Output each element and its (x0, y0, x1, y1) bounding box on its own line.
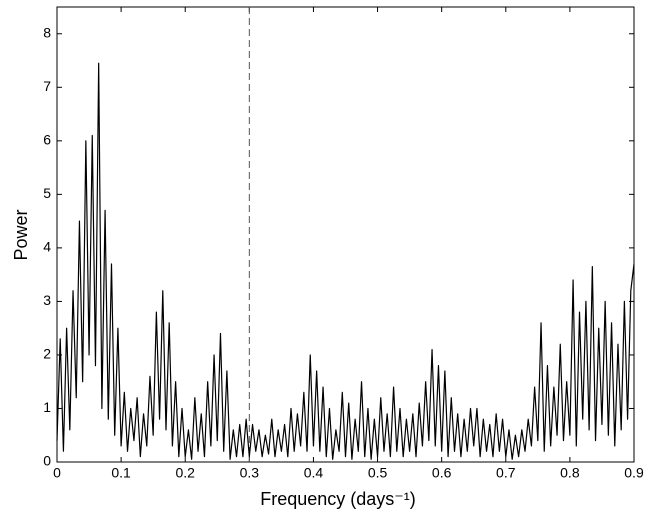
y-tick-label: 0 (43, 453, 51, 469)
x-tick-label: 0.3 (240, 465, 260, 481)
y-tick-label: 4 (43, 239, 51, 255)
y-tick-label: 1 (43, 399, 51, 415)
x-axis-label: Frequency (days⁻¹) (260, 489, 416, 509)
x-tick-label: 0.7 (496, 465, 516, 481)
y-tick-label: 3 (43, 292, 51, 308)
x-tick-label: 0.8 (560, 465, 580, 481)
x-tick-label: 0.4 (304, 465, 324, 481)
y-tick-label: 2 (43, 346, 51, 362)
x-tick-label: 0 (53, 465, 61, 481)
plot-frame (56, 6, 635, 463)
x-tick-label: 0.2 (175, 465, 195, 481)
x-tick-label: 0.5 (368, 465, 388, 481)
y-tick-label: 8 (43, 24, 51, 40)
x-tick-label: 0.6 (432, 465, 452, 481)
series-line (56, 62, 635, 460)
y-tick-label: 5 (43, 185, 51, 201)
y-tick-label: 6 (43, 132, 51, 148)
x-tick-label: 0.9 (624, 465, 644, 481)
y-tick-label: 7 (43, 78, 51, 94)
x-tick-label: 0.1 (111, 465, 131, 481)
y-axis-label: Power (11, 209, 31, 260)
